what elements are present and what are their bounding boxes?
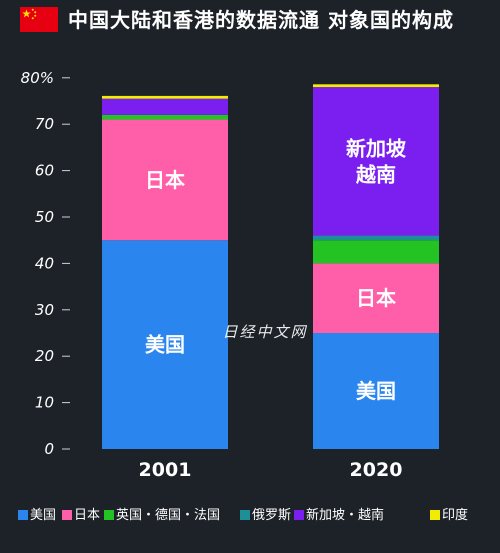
legend-item: 英国・德国・法国 [104, 508, 220, 524]
legend-item: 新加坡・越南 [294, 508, 384, 524]
bar-segment [313, 235, 439, 241]
legend-swatch [240, 510, 250, 520]
y-tick-label: 10 [35, 394, 54, 412]
bar-segment [102, 95, 228, 99]
bar-segment-label: 越南 [355, 162, 396, 186]
bar-segment [102, 240, 228, 449]
bar-segment [313, 84, 439, 88]
bar-segment-label: 美国 [145, 333, 185, 357]
legend-label: 日本 [74, 508, 101, 523]
chart-title: 中国大陆和香港的数据流通 对象国的构成 [68, 8, 454, 32]
legend-label: 美国 [30, 508, 57, 523]
legend-item: 印度 [430, 508, 468, 524]
bar-segment [313, 333, 439, 449]
legend-swatch [18, 510, 28, 520]
y-tick-label: 60 [35, 162, 54, 180]
bar-segment-label: 日本 [145, 168, 185, 192]
legend-item: 美国 [18, 508, 56, 524]
x-category-label: 2020 [350, 459, 403, 481]
y-tick-label: 40 [35, 254, 54, 272]
bar-segment [102, 98, 228, 115]
y-tick-label: 70 [35, 115, 54, 133]
bar-segment-label: 美国 [356, 379, 396, 403]
chart-header: 中国大陆和香港的数据流通 对象国的构成 [0, 0, 500, 44]
y-tick-label: 80% [21, 69, 54, 87]
legend-item: 俄罗斯 [240, 508, 291, 524]
legend-label: 俄罗斯 [252, 508, 292, 523]
legend-item: 日本 [62, 508, 100, 524]
bar-segment-label: 新加坡 [346, 136, 407, 160]
watermark-text: 日经中文网 [222, 323, 307, 341]
chart-legend: 美国 日本 英国・德国・法国 俄罗斯 新加坡・越南 印度 [18, 506, 488, 528]
legend-swatch [62, 510, 72, 520]
legend-swatch [104, 510, 114, 520]
bar-segment-label: 日本 [356, 286, 396, 310]
bar-segment [102, 119, 228, 241]
y-tick-label: 20 [35, 347, 54, 365]
legend-swatch [430, 510, 440, 520]
x-category-label: 2001 [139, 459, 192, 481]
legend-label: 新加坡・越南 [306, 508, 385, 523]
bar-segment [102, 114, 228, 120]
y-tick-label: 30 [35, 301, 54, 319]
legend-label: 英国・德国・法国 [116, 508, 221, 523]
y-tick-label: 0 [44, 440, 54, 458]
bar-segment [313, 263, 439, 333]
bar-segment [313, 240, 439, 264]
legend-swatch [294, 510, 304, 520]
legend-label: 印度 [442, 508, 469, 523]
bar-segment [313, 87, 439, 236]
china-flag-icon [20, 7, 58, 32]
y-tick-label: 50 [35, 208, 54, 226]
